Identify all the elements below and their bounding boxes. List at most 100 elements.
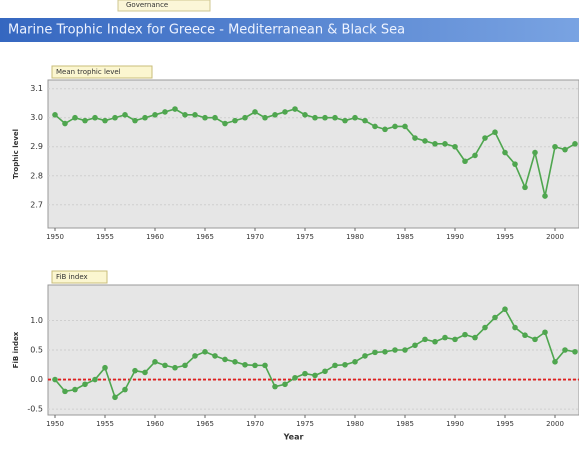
- point: [152, 112, 158, 118]
- point: [322, 114, 328, 121]
- point: [562, 146, 568, 153]
- x-tick-label: 1995: [496, 233, 514, 241]
- point: [352, 359, 358, 365]
- point: [502, 306, 508, 313]
- chart-title: FiB index: [56, 273, 88, 281]
- point: [102, 117, 108, 124]
- x-tick-label: 1990: [446, 420, 464, 428]
- x-tick-label: 2000: [546, 233, 564, 241]
- y-tick-label: 2.9: [30, 142, 43, 151]
- x-tick-label: 1950: [46, 420, 64, 428]
- point: [292, 106, 298, 112]
- point: [222, 120, 228, 127]
- point: [452, 143, 458, 150]
- point: [402, 123, 408, 130]
- x-tick-label: 1980: [346, 420, 364, 428]
- chart-title-box: [51, 65, 153, 79]
- point: [112, 394, 118, 401]
- point: [262, 362, 268, 369]
- point: [162, 109, 168, 115]
- point: [232, 359, 238, 365]
- point: [302, 112, 308, 118]
- point: [542, 193, 548, 199]
- point: [562, 347, 568, 353]
- x-tick-label: 1970: [246, 420, 264, 428]
- point: [282, 109, 288, 115]
- y-tick-label: 3.0: [30, 113, 43, 122]
- point: [392, 347, 398, 353]
- point: [322, 368, 328, 375]
- point: [452, 336, 458, 343]
- point: [342, 361, 348, 368]
- y-tick-label: -0.5: [27, 405, 43, 414]
- x-tick-label: 1990: [446, 233, 464, 241]
- x-tick-label: 1980: [346, 233, 364, 241]
- point: [202, 348, 208, 355]
- point: [202, 114, 208, 121]
- point: [252, 362, 258, 369]
- point: [542, 329, 548, 336]
- x-tick-label: 1965: [196, 233, 214, 241]
- y-tick-label: 0.5: [30, 346, 43, 355]
- point: [212, 114, 218, 121]
- point: [162, 362, 168, 369]
- point: [122, 386, 128, 393]
- point: [332, 114, 338, 121]
- point: [332, 362, 338, 369]
- point: [352, 114, 358, 121]
- point: [392, 123, 398, 130]
- header-bar: [0, 18, 579, 42]
- point: [122, 112, 128, 118]
- point: [372, 123, 378, 130]
- point: [362, 117, 368, 124]
- point: [282, 381, 288, 388]
- point: [242, 114, 248, 121]
- x-tick-label: 1995: [496, 420, 514, 428]
- point: [52, 376, 58, 383]
- point: [342, 117, 348, 124]
- tab-label[interactable]: Governance: [126, 1, 168, 9]
- point: [422, 336, 428, 343]
- x-tick-label: 1985: [396, 420, 414, 428]
- point: [62, 388, 68, 395]
- point: [512, 324, 518, 331]
- point: [132, 117, 138, 124]
- point: [232, 117, 238, 124]
- y-tick-label: 3.1: [30, 84, 43, 93]
- point: [512, 161, 518, 167]
- point: [382, 126, 388, 133]
- x-tick-label: 1960: [146, 233, 164, 241]
- point: [372, 349, 378, 356]
- point: [52, 112, 58, 118]
- x-tick-label: 1985: [396, 233, 414, 241]
- y-axis-label: FiB index: [12, 331, 20, 368]
- point: [362, 353, 368, 359]
- point: [422, 138, 428, 144]
- y-tick-label: 2.7: [30, 200, 43, 209]
- point: [432, 141, 438, 147]
- x-tick-label: 1965: [196, 420, 214, 428]
- point: [242, 361, 248, 368]
- point: [172, 364, 178, 371]
- point: [522, 332, 528, 339]
- point: [432, 338, 438, 345]
- chart-title: Mean trophic level: [56, 68, 121, 76]
- point: [472, 334, 478, 341]
- point: [402, 347, 408, 353]
- x-tick-label: 1955: [96, 233, 114, 241]
- point: [462, 331, 468, 338]
- x-tick-label: 1970: [246, 233, 264, 241]
- point: [482, 135, 488, 141]
- point: [472, 152, 478, 159]
- point: [552, 143, 558, 150]
- point: [102, 364, 108, 371]
- x-axis-label: Year: [283, 433, 304, 442]
- point: [142, 114, 148, 121]
- point: [442, 141, 448, 147]
- point: [222, 356, 228, 363]
- plot-area: [47, 79, 579, 229]
- point: [142, 369, 148, 376]
- y-tick-label: 1.0: [30, 316, 43, 325]
- tab[interactable]: [117, 0, 211, 12]
